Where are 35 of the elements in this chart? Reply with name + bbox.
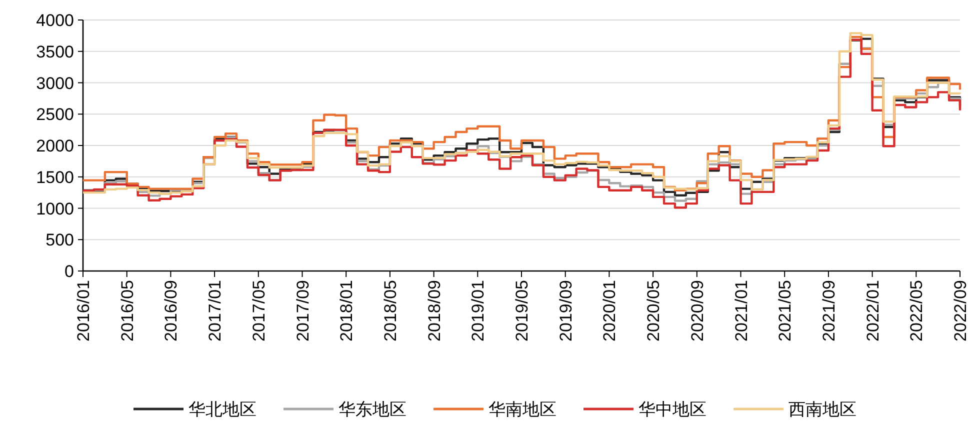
x-tick-label: 2019/01 [468,280,488,342]
x-tick-label: 2022/09 [951,280,970,342]
x-tick-label: 2018/05 [380,280,400,342]
x-tick-label: 2020/01 [600,280,620,342]
x-tick-label: 2017/09 [293,280,312,342]
x-tick-label: 2018/09 [424,280,444,342]
x-tick-label: 2022/05 [907,280,926,342]
x-tick-label: 2017/01 [206,280,225,342]
legend-label: 西南地区 [788,400,856,419]
x-tick-label: 2019/05 [512,280,532,342]
legend-label: 华南地区 [488,400,556,419]
x-tick-label: 2020/05 [644,280,664,342]
legend-label: 华中地区 [638,400,706,419]
y-tick-label: 3000 [36,74,74,93]
y-tick-label: 2500 [36,105,74,124]
y-tick-label: 0 [64,262,74,281]
x-tick-label: 2017/05 [249,280,268,342]
legend-label: 华东地区 [338,400,406,419]
x-tick-label: 2020/09 [688,280,707,342]
y-tick-label: 4000 [36,11,74,30]
x-tick-label: 2016/09 [162,280,181,342]
x-tick-label: 2016/01 [74,280,93,342]
y-tick-label: 2000 [36,136,74,156]
y-tick-label: 1500 [36,168,74,187]
x-tick-label: 2021/05 [776,280,795,342]
y-tick-label: 1000 [36,199,74,218]
legend-label: 华北地区 [188,400,256,419]
x-tick-label: 2022/01 [863,280,882,342]
x-tick-label: 2016/05 [118,280,137,342]
x-tick-label: 2021/01 [732,280,751,342]
x-tick-label: 2021/09 [819,280,838,342]
y-tick-label: 3500 [36,42,74,62]
x-tick-label: 2018/01 [337,280,356,342]
y-tick-label: 500 [46,230,74,250]
x-tick-label: 2019/09 [556,280,576,342]
